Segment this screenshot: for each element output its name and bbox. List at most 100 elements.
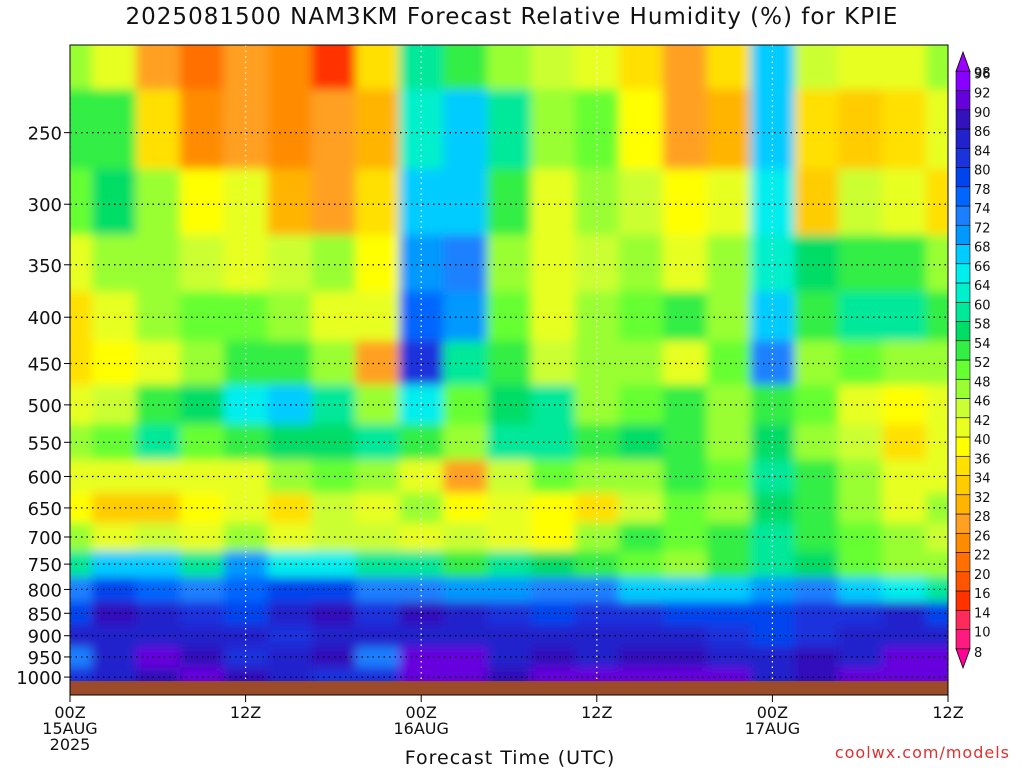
rh-cell xyxy=(706,234,751,292)
colorbar-swatch xyxy=(955,359,971,380)
plot-frame xyxy=(69,44,949,696)
rh-cell xyxy=(882,88,927,169)
rh-cell xyxy=(267,646,312,668)
colorbar-label: 74 xyxy=(974,202,991,217)
rh-cell xyxy=(574,168,620,236)
rh-cell xyxy=(750,168,795,236)
rh-cell xyxy=(882,340,927,385)
rh-cell xyxy=(399,601,444,625)
rh-cell xyxy=(750,667,795,681)
rh-cell xyxy=(355,234,400,292)
x-tick-label: 12Z xyxy=(230,703,261,722)
rh-cell xyxy=(662,576,708,602)
rh-cell xyxy=(443,384,488,425)
y-axis: 2503003504004505005506006507007508008509… xyxy=(16,124,70,689)
y-tick-label: 700 xyxy=(28,528,62,549)
rh-cell xyxy=(574,340,620,385)
ground-strip xyxy=(70,681,948,695)
rh-cell xyxy=(530,646,576,668)
rh-cell xyxy=(926,168,948,236)
rh-cell xyxy=(926,291,948,341)
rh-cell xyxy=(706,459,751,493)
colorbar-swatch xyxy=(955,128,971,149)
colorbar: 8 10 14 16 20 22 26 28 32 34 36 40 42 46 48 52 54 58 60 64 6… xyxy=(955,50,991,670)
rh-cell xyxy=(267,88,312,169)
rh-cell xyxy=(223,624,269,647)
x-tick-label: 12Z xyxy=(581,703,612,722)
rh-cell xyxy=(794,646,839,668)
colorbar-swatch xyxy=(955,417,971,438)
colorbar-label: 8 xyxy=(974,646,982,661)
rh-cell xyxy=(706,88,751,169)
rh-cell xyxy=(618,340,664,385)
colorbar-label: 26 xyxy=(974,529,991,544)
rh-cell xyxy=(70,291,93,341)
rh-cell xyxy=(926,624,948,647)
rh-cell xyxy=(574,384,620,425)
colorbar-swatch xyxy=(955,648,971,670)
rh-cell xyxy=(355,667,400,681)
rh-cell xyxy=(70,45,93,90)
rh-cell xyxy=(311,291,356,341)
colorbar-label: 58 xyxy=(974,318,991,333)
rh-cell xyxy=(487,624,532,647)
rh-cell xyxy=(706,522,751,552)
rh-cell xyxy=(750,340,795,385)
colorbar-label: 90 xyxy=(974,106,991,121)
rh-cell xyxy=(926,340,948,385)
rh-cell xyxy=(223,550,269,578)
rh-cell xyxy=(530,384,576,425)
y-tick-label: 900 xyxy=(28,627,62,648)
rh-cell xyxy=(926,550,948,578)
rh-cell xyxy=(355,340,400,385)
rh-cell xyxy=(223,667,269,681)
y-tick-label: 400 xyxy=(28,308,62,329)
rh-cell xyxy=(135,340,181,385)
rh-cell xyxy=(706,624,751,647)
rh-cell xyxy=(70,234,93,292)
rh-cell xyxy=(706,384,751,425)
rh-cell xyxy=(882,576,927,602)
rh-cell xyxy=(487,384,532,425)
x-tick-label: 00Z xyxy=(406,703,437,722)
rh-cell xyxy=(179,234,225,292)
rh-cell xyxy=(267,168,312,236)
colorbar-swatch xyxy=(955,609,971,630)
chart-title: 2025081500 NAM3KM Forecast Relative Humi… xyxy=(125,4,899,30)
y-tick-label: 500 xyxy=(28,396,62,417)
rh-cell xyxy=(530,340,576,385)
rh-cell xyxy=(267,667,312,681)
rh-cell xyxy=(838,667,883,681)
rh-cell xyxy=(311,168,356,236)
colorbar-label: 98 xyxy=(974,66,991,81)
rh-cell xyxy=(882,601,927,625)
rh-cell xyxy=(91,88,137,169)
rh-cell xyxy=(70,340,93,385)
heatmap-cells xyxy=(70,45,948,681)
rh-cell xyxy=(662,234,708,292)
rh-cell xyxy=(794,88,839,169)
colorbar-swatch xyxy=(955,532,971,553)
rh-cell xyxy=(618,459,664,493)
rh-cell xyxy=(179,522,225,552)
rh-cell xyxy=(618,522,664,552)
y-tick-label: 300 xyxy=(28,195,62,216)
colorbar-label: 42 xyxy=(974,414,991,429)
rh-cell xyxy=(223,601,269,625)
rh-cell xyxy=(223,576,269,602)
rh-cell xyxy=(487,234,532,292)
rh-cell xyxy=(443,88,488,169)
rh-cell xyxy=(926,423,948,460)
rh-cell xyxy=(311,340,356,385)
rh-cell xyxy=(618,492,664,523)
rh-cell xyxy=(311,88,356,169)
x-tick-label: 2025 xyxy=(50,735,91,754)
rh-cell xyxy=(223,459,269,493)
rh-cell xyxy=(179,576,225,602)
y-tick-label: 750 xyxy=(28,555,62,576)
colorbar-swatch xyxy=(955,186,971,207)
colorbar-swatch xyxy=(955,475,971,496)
rh-cell xyxy=(399,667,444,681)
x-tick-label: 00Z xyxy=(54,703,85,722)
